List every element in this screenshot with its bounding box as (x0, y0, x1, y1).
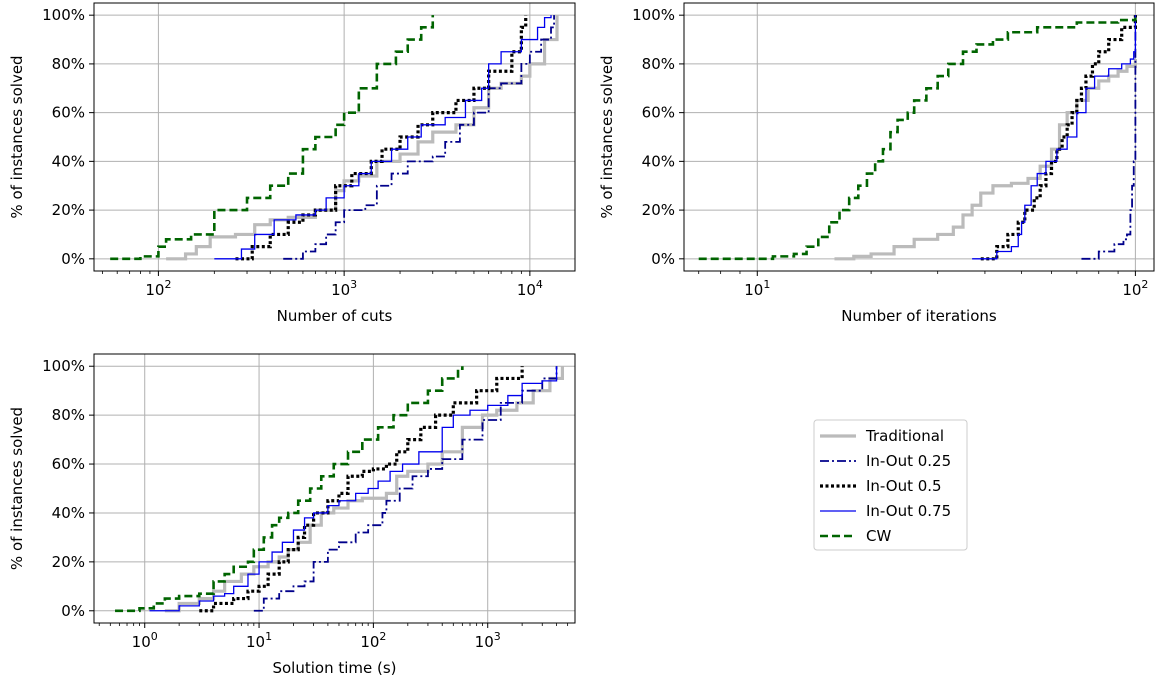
y-tick-label: 100% (632, 6, 675, 24)
y-axis-label: % of instances solved (598, 55, 616, 218)
series-line-in-out-0-5 (199, 366, 524, 613)
x-tick-label: 103 (331, 278, 357, 299)
series-line-traditional (834, 59, 1137, 261)
x-axis-label: Number of cuts (277, 307, 393, 325)
x-tick-label: 102 (1122, 278, 1148, 299)
y-tick-label: 60% (642, 104, 675, 122)
x-axis-label: Number of iterations (841, 307, 997, 325)
y-axis-label: % of instances solved (8, 407, 26, 570)
y-tick-label: 0% (61, 250, 85, 268)
series-line-in-out-0-75 (214, 15, 552, 260)
x-tick-label: 100 (132, 630, 158, 651)
series-line-cw (115, 366, 464, 613)
y-tick-label: 100% (42, 6, 85, 24)
legend-entry-in-out-075: In-Out 0.75 (820, 502, 951, 520)
y-tick-label: 80% (642, 55, 675, 73)
series-line-in-out-0-75 (972, 15, 1137, 260)
legend-label-traditional: Traditional (865, 427, 944, 445)
y-tick-label: 0% (651, 250, 675, 268)
legend-label-in-out-075: In-Out 0.75 (866, 502, 951, 520)
y-tick-label: 40% (642, 152, 675, 170)
x-tick-label: 102 (360, 630, 386, 651)
x-tick-label: 101 (246, 630, 272, 651)
legend-entry-in-out-025: In-Out 0.25 (820, 452, 951, 470)
series-line-traditional (166, 15, 559, 261)
series-line-in-out-0-5 (235, 15, 528, 261)
legend-entry-traditional: Traditional (820, 427, 944, 445)
y-axis-label: % of instances solved (8, 55, 26, 218)
series-line-in-out-0-25 (253, 366, 558, 612)
x-axis-label: Solution time (s) (272, 659, 396, 677)
legend-label-cw: CW (866, 527, 891, 545)
chart-panel-cuts: 102 103 104 0% 20% 40% 60% 80% 100% Number of cut… (8, 2, 576, 325)
y-tick-label: 60% (52, 104, 85, 122)
legend-entry-in-out-05: In-Out 0.5 (820, 477, 942, 495)
y-tick-label: 80% (52, 406, 85, 424)
legend-label-in-out-025: In-Out 0.25 (866, 452, 951, 470)
y-tick-label: 20% (642, 201, 675, 219)
x-tick-label: 103 (475, 630, 501, 651)
plot-frame (93, 353, 576, 624)
x-tick-label: 104 (517, 278, 543, 299)
series-line-in-out-0-75 (149, 366, 558, 612)
legend: Traditional In-Out 0.25 In-Out 0.5 In-Ou… (813, 419, 968, 551)
chart-panel-solution-time: 100 101 102 103 0% 20% 40% 60% 80% 100% Solution t… (8, 353, 576, 677)
series-group (110, 15, 559, 261)
y-tick-label: 40% (52, 152, 85, 170)
y-tick-label: 80% (52, 55, 85, 73)
plot-frame (683, 2, 1155, 272)
y-tick-label: 0% (61, 602, 85, 620)
chart-panel-iterations: 101 102 0% 20% 40% 60% 80% 100% Number of iterat… (598, 2, 1155, 325)
series-group (115, 366, 564, 613)
plot-frame (93, 2, 576, 272)
y-tick-label: 20% (52, 553, 85, 571)
series-line-cw (698, 17, 1137, 261)
series-line-in-out-0-25 (283, 15, 555, 260)
legend-label-in-out-05: In-Out 0.5 (866, 477, 942, 495)
series-line-in-out-0-25 (1081, 15, 1137, 260)
y-tick-label: 60% (52, 455, 85, 473)
y-tick-label: 20% (52, 201, 85, 219)
series-group (698, 15, 1137, 261)
x-tick-label: 102 (145, 278, 171, 299)
series-line-cw (110, 15, 435, 261)
series-line-traditional (164, 366, 564, 613)
y-tick-label: 100% (42, 357, 85, 375)
y-tick-label: 40% (52, 504, 85, 522)
legend-frame (813, 419, 968, 551)
x-tick-label: 101 (744, 278, 770, 299)
legend-entry-cw: CW (820, 527, 891, 545)
